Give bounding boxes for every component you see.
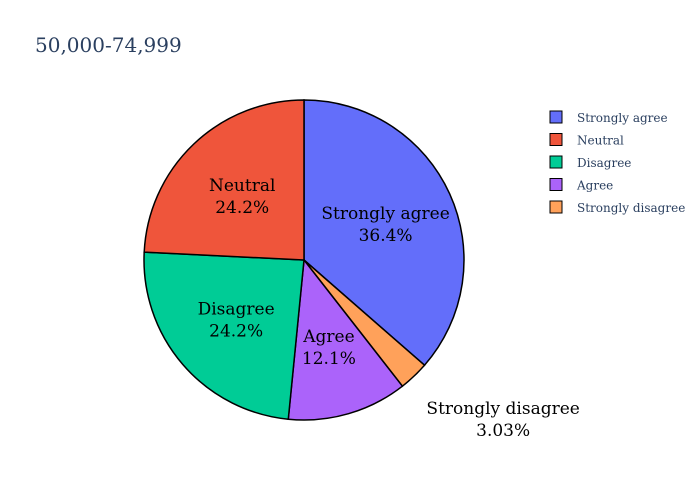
pie-slice-strongly-agree[interactable] <box>303 99 465 367</box>
slice-percent-strongly-disagree: 3.03% <box>476 421 530 441</box>
pie-slice-disagree[interactable] <box>143 251 305 421</box>
pie-slice-neutral[interactable] <box>143 99 305 261</box>
slice-label-neutral: Neutral <box>209 176 275 196</box>
pie-slice-agree[interactable] <box>287 258 404 421</box>
legend-label-disagree[interactable]: Disagree <box>577 156 631 170</box>
slice-percent-strongly-agree: 36.4% <box>359 226 413 246</box>
legend-label-strongly-disagree[interactable]: Strongly disagree <box>577 201 685 215</box>
legend: Strongly agree Neutral Disagree Agree Strong… <box>549 110 685 215</box>
legend-swatch-disagree[interactable] <box>549 155 563 169</box>
slice-label-strongly-disagree: Strongly disagree <box>426 399 579 419</box>
legend-swatch-strongly-disagree[interactable] <box>549 200 563 214</box>
slice-percent-agree: 12.1% <box>302 349 356 369</box>
legend-swatch-neutral[interactable] <box>549 133 563 146</box>
chart-title: 50,000-74,999 <box>35 33 182 57</box>
slice-percent-neutral: 24.2% <box>215 198 269 218</box>
legend-label-neutral[interactable]: Neutral <box>577 134 624 148</box>
slice-percent-disagree: 24.2% <box>209 322 263 342</box>
legend-label-agree[interactable]: Agree <box>576 179 613 193</box>
legend-swatch-agree[interactable] <box>549 178 563 191</box>
legend-swatch-strongly-agree[interactable] <box>549 110 563 124</box>
legend-label-strongly-agree[interactable]: Strongly agree <box>577 111 668 125</box>
slice-label-disagree: Disagree <box>198 300 275 320</box>
slice-label-agree: Agree <box>302 327 354 347</box>
slice-label-strongly-agree: Strongly agree <box>321 204 449 224</box>
